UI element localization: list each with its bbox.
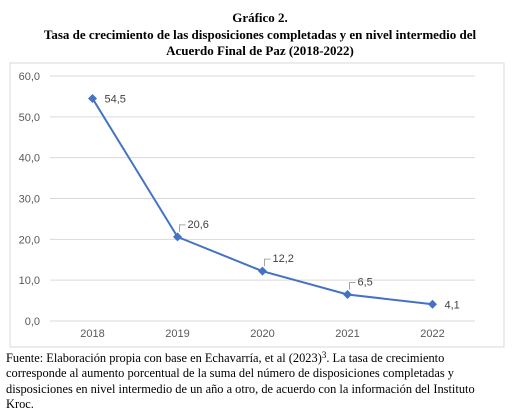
- y-tick-label: 0,0: [25, 316, 40, 328]
- data-label: 54,5: [105, 93, 126, 105]
- chart-title: Acuerdo Final de Paz (2018-2022): [166, 43, 354, 58]
- x-tick-label: 2018: [80, 328, 104, 340]
- leader-line: [264, 258, 271, 267]
- source: Kroc.: [6, 397, 34, 411]
- y-tick-label: 60,0: [19, 71, 40, 83]
- chart-frame: [9, 62, 505, 348]
- source: corresponde al aumento porcentual de la …: [6, 366, 455, 380]
- x-tick-label: 2019: [165, 328, 189, 340]
- source: disposiciones en nivel intermedio de un …: [6, 382, 475, 396]
- superscript: 3: [322, 350, 327, 360]
- marker: [343, 289, 352, 299]
- y-tick-label: 40,0: [19, 153, 40, 165]
- marker: [428, 299, 437, 309]
- data-label: 4,1: [445, 299, 460, 311]
- y-tick-label: 20,0: [19, 234, 40, 246]
- source-text: Fuente: Elaboración propia con base en E…: [6, 351, 322, 365]
- y-tick-label: 10,0: [19, 275, 40, 287]
- x-tick-label: 2022: [420, 328, 444, 340]
- source: Fuente: Elaboración propia con base en E…: [6, 350, 444, 365]
- data-label: 6,5: [358, 276, 373, 288]
- y-tick-label: 50,0: [19, 112, 40, 124]
- marker: [88, 93, 97, 103]
- marker: [173, 232, 182, 242]
- x-tick-label: 2020: [250, 328, 274, 340]
- chart-title: Tasa de crecimiento de las disposiciones…: [44, 27, 477, 42]
- heading: Gráfico 2.: [232, 10, 288, 25]
- leader-line: [349, 281, 356, 290]
- source-text: . La tasa de crecimiento: [326, 351, 444, 365]
- data-label: 20,6: [188, 219, 209, 231]
- x-tick-label: 2021: [335, 328, 359, 340]
- marker: [258, 266, 267, 276]
- leader-line: [179, 224, 186, 232]
- y-tick-label: 30,0: [19, 194, 40, 206]
- data-label: 12,2: [273, 253, 294, 265]
